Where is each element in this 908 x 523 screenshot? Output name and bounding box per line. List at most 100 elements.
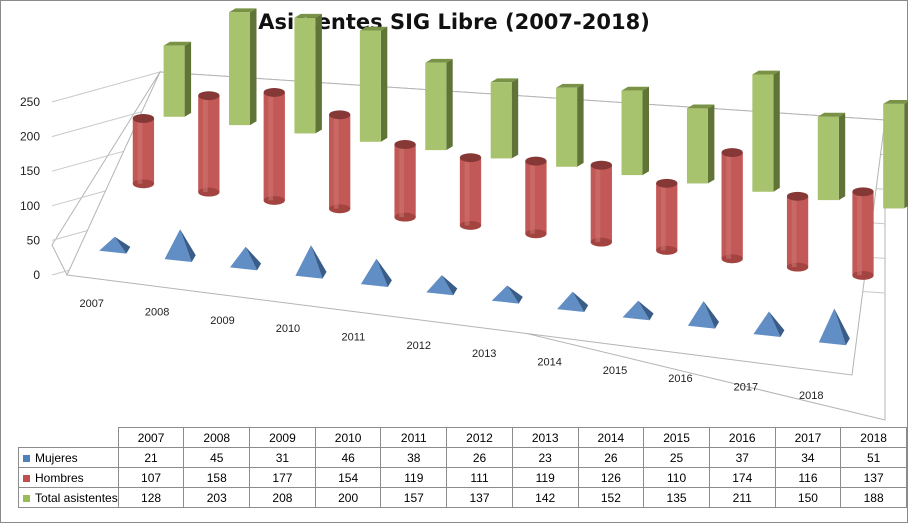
table-row-label: Total asistentes [18, 487, 119, 508]
table-cell: 174 [708, 467, 776, 488]
bar-total-asistentes-2013 [556, 83, 584, 167]
bar-mujeres-2014 [557, 291, 589, 312]
table-header-row: 2007 2008 2009 2010 2011 2012 2013 2014 2015 2016… [19, 427, 907, 448]
table-cell: 26 [577, 447, 645, 468]
y-tick-label: 200 [20, 130, 40, 144]
table-cell: 126 [577, 467, 645, 488]
bar-total-asistentes-2010 [359, 26, 388, 142]
table-cell: 200 [314, 487, 382, 508]
legend-key [23, 454, 30, 462]
bar-total-asistentes-2016 [752, 70, 780, 192]
x-tick-label: 2009 [210, 315, 234, 327]
table-cell: 203 [183, 487, 251, 508]
table-cell: 137 [840, 467, 907, 488]
table-header-cell: 2007 [117, 427, 185, 448]
y-tick-label: 150 [20, 164, 40, 178]
bar-hombres-2016 [721, 148, 743, 264]
bar-total-asistentes-2007 [163, 41, 192, 117]
table-cell: 107 [117, 467, 185, 488]
x-tick-label: 2017 [734, 382, 758, 394]
bar-hombres-2012 [459, 153, 482, 230]
bar-total-asistentes-2017 [817, 112, 846, 201]
y-tick-label: 50 [27, 233, 41, 247]
table-cell: 152 [577, 487, 645, 508]
y-tick-label: 250 [20, 95, 40, 109]
bar-total-asistentes-2009 [294, 13, 322, 134]
bar-total-asistentes-2018 [883, 100, 908, 209]
table-row: Hombres 107 158 177 154 119 111 119 126 110 174 116… [18, 467, 907, 488]
table-header-cell: 2017 [774, 427, 842, 448]
table-cell: 211 [708, 487, 776, 508]
table-cell: 111 [446, 467, 513, 488]
table-cell: 208 [249, 487, 316, 508]
table-row: Total asistentes 128 203 208 200 157 137 142 152… [18, 487, 907, 508]
bar-hombres-2013 [525, 156, 547, 239]
bar-hombres-2008 [198, 91, 220, 197]
table-header-cell: 2010 [314, 427, 382, 448]
bar-mujeres-2015 [622, 300, 654, 321]
series-marks [99, 8, 908, 346]
legend-key [23, 474, 30, 482]
table-cell: 110 [643, 467, 710, 488]
x-tick-label: 2014 [537, 357, 561, 369]
bar-total-asistentes-2008 [229, 8, 257, 126]
table-cell: 51 [840, 447, 907, 468]
table-row-label: Mujeres [18, 447, 119, 468]
table-cell: 45 [183, 447, 251, 468]
table-cell: 37 [708, 447, 776, 468]
bar-total-asistentes-2011 [425, 58, 453, 151]
table-cell: 158 [183, 467, 251, 488]
table-row: Mujeres 21 45 31 46 38 26 23 26 25 37 34 51 [18, 447, 907, 468]
table-row-label: Hombres [18, 467, 119, 488]
bar-total-asistentes-2014 [621, 86, 649, 176]
table-header-cell: 2008 [183, 427, 251, 448]
bar-mujeres-2018 [818, 308, 850, 346]
bar-mujeres-2016 [687, 301, 719, 329]
table-cell: 142 [511, 487, 579, 508]
table-cell: 23 [511, 447, 579, 468]
table-cell: 119 [380, 467, 448, 488]
table-header-cell: 2018 [840, 427, 907, 448]
legend-key [23, 494, 30, 502]
y-tick-label: 100 [20, 199, 40, 213]
x-tick-label: 2015 [603, 365, 627, 377]
table-header-cell: 2014 [577, 427, 645, 448]
table-cell: 46 [314, 447, 382, 468]
table-cell: 119 [511, 467, 579, 488]
table-cell: 128 [117, 487, 185, 508]
bar-hombres-2015 [656, 178, 678, 255]
bar-mujeres-2009 [230, 246, 262, 271]
data-table: 2007 2008 2009 2010 2011 2012 2013 2014 2015 2016… [18, 427, 907, 508]
table-cell: 21 [117, 447, 185, 468]
bar-hombres-2017 [786, 191, 809, 272]
table-cell: 31 [249, 447, 316, 468]
bar-mujeres-2007 [99, 236, 131, 254]
bar-hombres-2011 [394, 140, 416, 222]
table-header-cell: 2009 [249, 427, 316, 448]
axis-labels: 0 50 100 150 200 250 2007 2008 2009 2010 2011 2012 2… [20, 95, 824, 402]
table-cell: 188 [840, 487, 907, 508]
x-tick-label: 2016 [668, 373, 692, 385]
table-corner [19, 428, 119, 448]
table-header-cell: 2013 [511, 427, 579, 448]
bar-mujeres-2013 [491, 285, 523, 304]
table-header-cell: 2015 [643, 427, 710, 448]
chart-title: Asistentes SIG Libre (2007-2018) [258, 10, 650, 34]
table-cell: 154 [314, 467, 382, 488]
bar-total-asistentes-2012 [490, 78, 519, 159]
x-tick-label: 2012 [407, 340, 431, 352]
table-cell: 38 [380, 447, 448, 468]
bar-mujeres-2011 [360, 258, 392, 287]
table-cell: 34 [774, 447, 842, 468]
bar-hombres-2009 [263, 87, 285, 205]
table-cell: 150 [774, 487, 842, 508]
bar-hombres-2018 [852, 187, 874, 280]
table-cell: 137 [446, 487, 513, 508]
bar-mujeres-2008 [164, 229, 196, 262]
x-tick-label: 2007 [79, 298, 103, 310]
bar-mujeres-2017 [753, 311, 785, 337]
x-tick-label: 2010 [276, 323, 300, 335]
x-tick-label: 2013 [472, 348, 496, 360]
bar-total-asistentes-2015 [686, 104, 715, 184]
x-tick-label: 2011 [342, 332, 366, 344]
